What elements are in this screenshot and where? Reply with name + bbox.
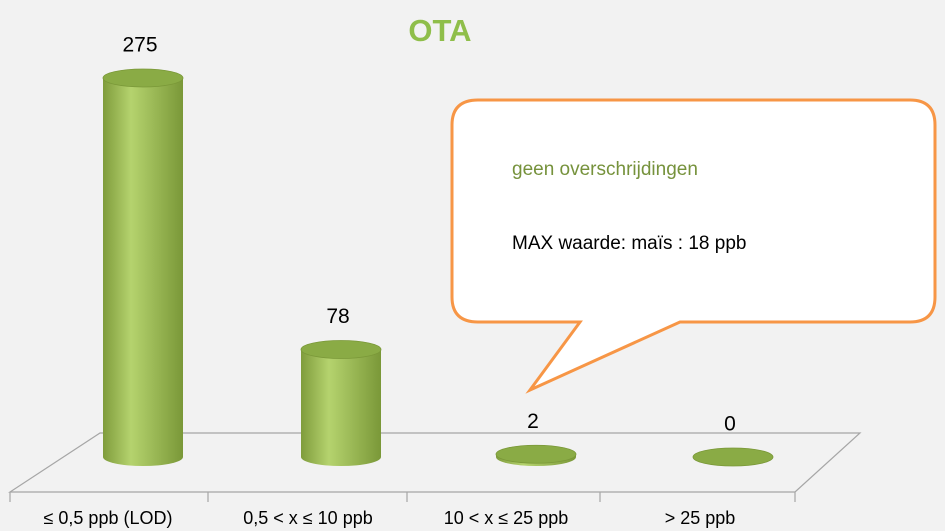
chart-title: OTA [408, 13, 471, 48]
x-tick-label: 0,5 < x ≤ 10 ppb [243, 508, 372, 528]
bar [301, 340, 381, 466]
category-dividers [9, 492, 796, 502]
bar-top [102, 68, 184, 88]
value-label: 0 [724, 413, 736, 436]
callout [450, 98, 937, 394]
bar [103, 69, 183, 466]
bar-top [495, 444, 577, 464]
value-label: 78 [326, 305, 349, 328]
x-tick-label: 10 < x ≤ 25 ppb [444, 508, 568, 528]
x-tick-label: > 25 ppb [665, 508, 736, 528]
annotation: MAX waarde: maïs : 18 ppb [512, 233, 746, 254]
bar-top [692, 447, 774, 467]
annotation: geen overschrijdingen [512, 159, 698, 180]
bar-top [300, 340, 382, 359]
value-label: 2 [527, 410, 539, 433]
x-tick-label: ≤ 0,5 ppb (LOD) [44, 508, 173, 528]
value-label: 275 [122, 34, 157, 57]
